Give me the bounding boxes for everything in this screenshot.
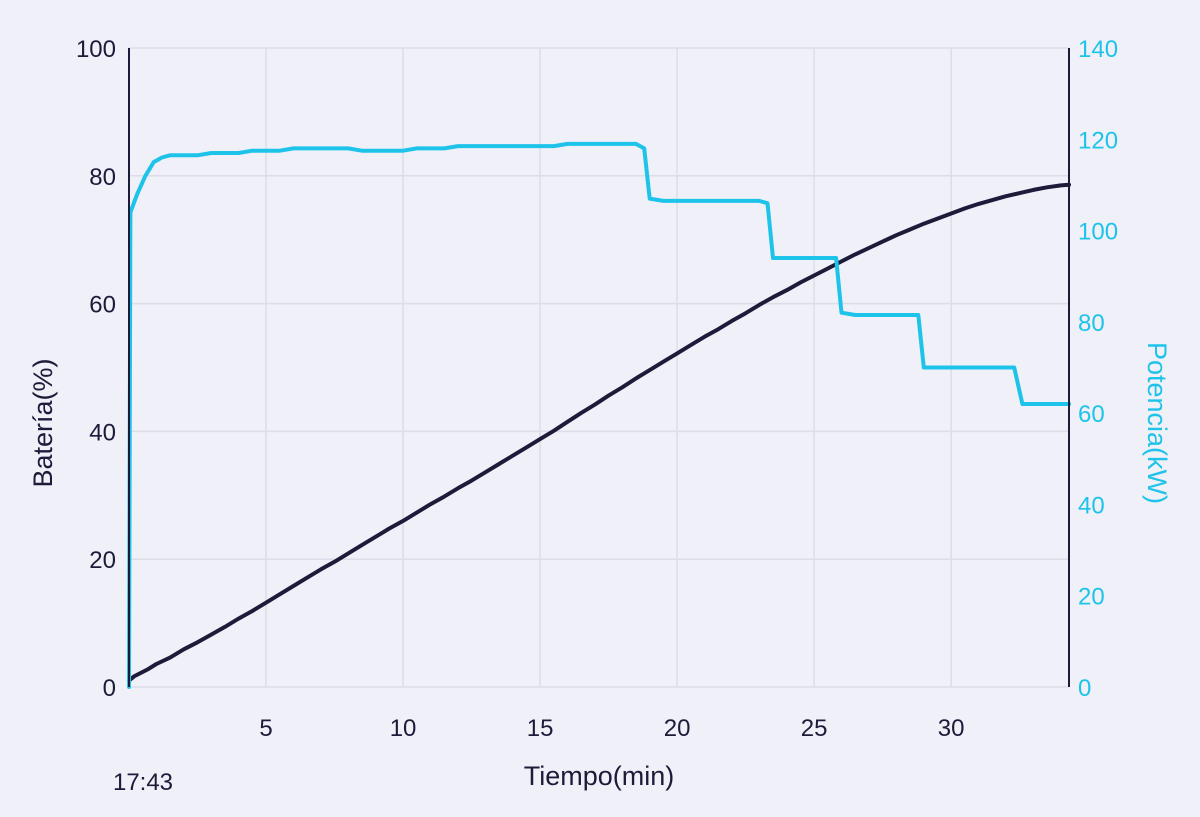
x-axis-title: Tiempo(min) — [524, 761, 675, 791]
y-left-tick-label: 100 — [76, 36, 116, 63]
y-left-tick-label: 40 — [89, 419, 116, 446]
x-tick-label: 15 — [527, 715, 554, 742]
y-right-tick-label: 80 — [1078, 310, 1105, 337]
x-tick-label: 30 — [938, 715, 965, 742]
x-tick-label: 10 — [390, 715, 417, 742]
y-right-tick-label: 100 — [1078, 219, 1118, 246]
y-left-tick-label: 80 — [89, 164, 116, 191]
x-tick-label: 25 — [801, 715, 828, 742]
y-right-tick-label: 40 — [1078, 492, 1105, 519]
battery-series-line — [127, 182, 1071, 683]
y-right-tick-label: 0 — [1078, 675, 1091, 702]
power-series-line — [127, 141, 1071, 689]
y-right-tick-label: 120 — [1078, 127, 1118, 154]
y-right-axis-title: Potencia(kW) — [1142, 342, 1172, 504]
y-right-tick-label: 140 — [1078, 36, 1118, 63]
y-left-tick-label: 60 — [89, 292, 116, 319]
series-layer — [127, 141, 1071, 689]
axes — [128, 48, 1070, 687]
time-label: 17:43 — [113, 769, 173, 796]
y-left-tick-label: 0 — [103, 675, 116, 702]
y-right-tick-label: 60 — [1078, 401, 1105, 428]
tick-labels: 5 10 15 20 25 30 0 20 40 60 80 100 0 20 40 60 80 100 120 14… — [76, 36, 1118, 742]
y-left-axis-title: Batería(%) — [28, 358, 58, 487]
y-left-tick-label: 20 — [89, 547, 116, 574]
x-tick-label: 20 — [664, 715, 691, 742]
y-right-tick-label: 20 — [1078, 584, 1105, 611]
x-tick-label: 5 — [259, 715, 272, 742]
